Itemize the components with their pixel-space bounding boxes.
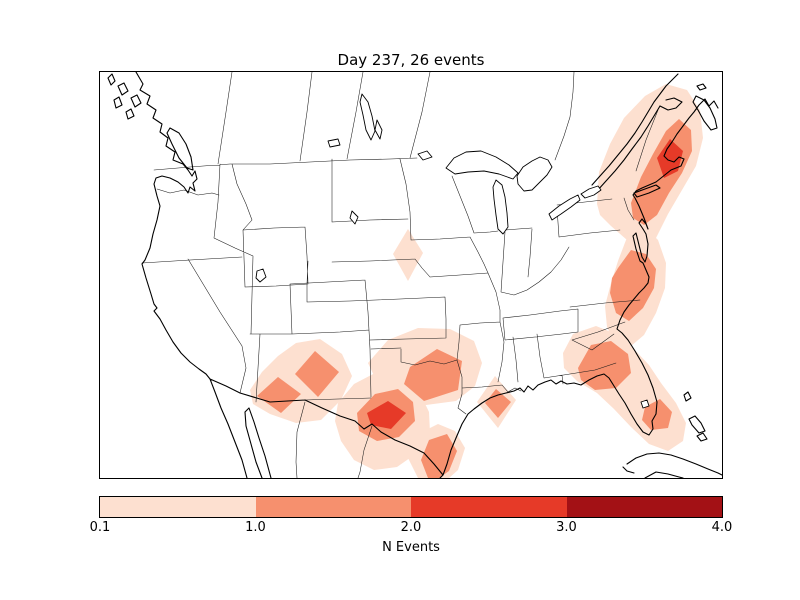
state-province-borders [141, 72, 659, 478]
colorbar-segment-0.1-1.0 [100, 497, 256, 517]
map-axes [99, 71, 723, 479]
contour-region-southwest-louisiana-core [485, 389, 511, 418]
contour-region-new-mexico-outer [250, 339, 352, 423]
colorbar-tick-2.0: 2.0 [400, 520, 422, 535]
colorbar-segment-3.0-4.0 [566, 497, 722, 517]
contour-region-south-florida [642, 399, 672, 430]
contour-layer [250, 84, 703, 478]
contour-region-northwest-new-mexico [295, 351, 339, 397]
colorbar-ticks: 0.1 1.0 2.0 3.0 4.0 [90, 520, 733, 536]
colorbar-tick-3.0: 3.0 [556, 520, 577, 535]
colorbar-segment-2.0-3.0 [411, 497, 567, 517]
colorbar-tick-1.0: 1.0 [245, 520, 266, 535]
coastline [107, 72, 722, 478]
contour-region-georgia-north-florida [578, 341, 631, 390]
colorbar [99, 496, 723, 518]
lakes [255, 93, 650, 409]
map-canvas [107, 72, 722, 478]
plot-title: Day 237, 26 events [337, 51, 485, 69]
contour-region-nebraska-missouri-river [393, 229, 423, 281]
colorbar-tick-4.0: 4.0 [711, 520, 733, 535]
contour-region-big-bend-texas-core [367, 401, 406, 429]
basemap-layer [107, 72, 722, 478]
contour-region-brownsville-texas [421, 434, 457, 478]
colorbar-axis-label: N Events [382, 540, 440, 555]
contour-region-arizona-new-mexico-border [257, 377, 301, 413]
contour-region-southern-oklahoma [404, 349, 462, 401]
colorbar-tick-0.1: 0.1 [89, 520, 111, 535]
colorbar-segment-1.0-2.0 [255, 497, 411, 517]
